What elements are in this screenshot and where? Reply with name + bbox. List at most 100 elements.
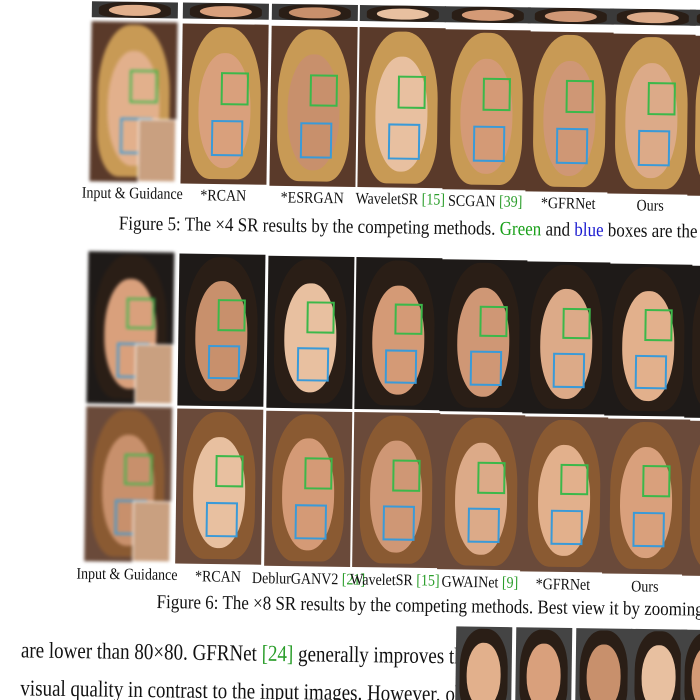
blue-box (469, 350, 502, 386)
face-image (175, 408, 264, 565)
blue-box (552, 352, 585, 388)
method-name: WaveletSR (355, 191, 419, 210)
method-label: Ours (595, 197, 700, 217)
green-box (129, 69, 158, 104)
blue-box (550, 509, 583, 546)
face-image (437, 414, 526, 571)
blue-box (299, 121, 332, 159)
green-box (559, 463, 589, 496)
face-image (266, 255, 355, 409)
caption-text: Figure 5: The ×4 SR results by the compe… (118, 212, 496, 240)
method-name: DeblurGANV2 (251, 569, 339, 589)
guidance-inset (132, 501, 172, 563)
face-image (354, 257, 443, 411)
paragraph-line: visual quality in contrast to the input … (20, 676, 471, 700)
face-image (607, 33, 696, 195)
face-image (525, 31, 614, 193)
hair (696, 10, 700, 27)
green-box (565, 79, 594, 114)
face-image (682, 420, 700, 577)
method-name: *ESRGAN (280, 189, 344, 208)
green-box (214, 455, 244, 488)
method-name: *GFRNet (540, 195, 596, 214)
method-name: WaveletSR (350, 572, 413, 591)
face-image (515, 627, 573, 700)
green-box (643, 309, 673, 342)
green-box (306, 301, 335, 334)
green-box (309, 73, 338, 108)
face-image (527, 7, 614, 25)
blue-box (634, 354, 667, 390)
method-name: *RCAN (200, 187, 247, 206)
green-box (641, 465, 671, 498)
face (586, 644, 621, 700)
face (641, 645, 676, 700)
caption-green: Green (499, 217, 542, 240)
green-box (394, 303, 423, 336)
green-box (397, 75, 426, 110)
hair (688, 423, 700, 572)
method-name: SCGAN (447, 193, 496, 212)
green-box (217, 299, 246, 332)
face-image (86, 251, 175, 405)
figure-caption: Figure 5: The ×4 SR results by the compe… (119, 212, 700, 245)
blue-box (207, 344, 240, 380)
blue-box (472, 125, 505, 163)
face-image (689, 9, 700, 27)
face-image (180, 23, 269, 185)
face-image (182, 2, 269, 20)
method-label: Ours (590, 578, 700, 598)
blue-box (467, 507, 500, 544)
face-image (442, 29, 531, 191)
face-image (455, 626, 513, 700)
face-image (604, 263, 693, 417)
face-image (630, 628, 688, 700)
green-box (476, 461, 506, 494)
face-image (444, 6, 531, 24)
green-box (126, 297, 155, 330)
face-image (89, 21, 178, 183)
face-image (357, 27, 446, 189)
face-image (602, 418, 691, 575)
face-image (271, 3, 358, 21)
face-image (609, 8, 696, 26)
blue-box (384, 348, 417, 384)
blue-box (210, 119, 243, 157)
caption-text: and (545, 218, 571, 241)
face-image (359, 5, 446, 23)
text: are lower than 80×80. GFRNet (20, 638, 258, 667)
method-name: Ours (636, 197, 664, 216)
green-box (562, 307, 591, 340)
text: generally improves the (297, 642, 473, 670)
blue-box (205, 501, 238, 538)
green-box (482, 77, 511, 112)
blue-box (555, 127, 588, 165)
blue-box (296, 346, 329, 382)
face-image (680, 629, 700, 700)
guidance-inset (134, 344, 174, 405)
face-image (264, 410, 353, 567)
paragraph-line: are lower than 80×80. GFRNet [24] genera… (21, 638, 473, 671)
green-box (391, 459, 421, 492)
face-image (520, 416, 609, 573)
face-image (269, 25, 358, 187)
face-image (687, 35, 700, 197)
hair (691, 268, 700, 414)
caption-text: boxes are the improvement r (607, 219, 700, 244)
guidance-inset (137, 119, 177, 183)
face-image (575, 628, 633, 700)
green-box (479, 305, 508, 338)
citation[interactable]: [24] (261, 641, 294, 668)
face-image (84, 406, 173, 563)
method-name: *GFRNet (535, 576, 591, 595)
face-image (91, 1, 178, 19)
blue-box (382, 505, 415, 542)
face-image (684, 265, 700, 419)
face (466, 642, 501, 700)
text: visual quality in contrast to the input … (20, 676, 471, 700)
face-image (439, 259, 528, 413)
hair (694, 38, 700, 192)
face-image (352, 412, 441, 569)
method-name: *RCAN (194, 568, 242, 587)
face (526, 643, 561, 700)
